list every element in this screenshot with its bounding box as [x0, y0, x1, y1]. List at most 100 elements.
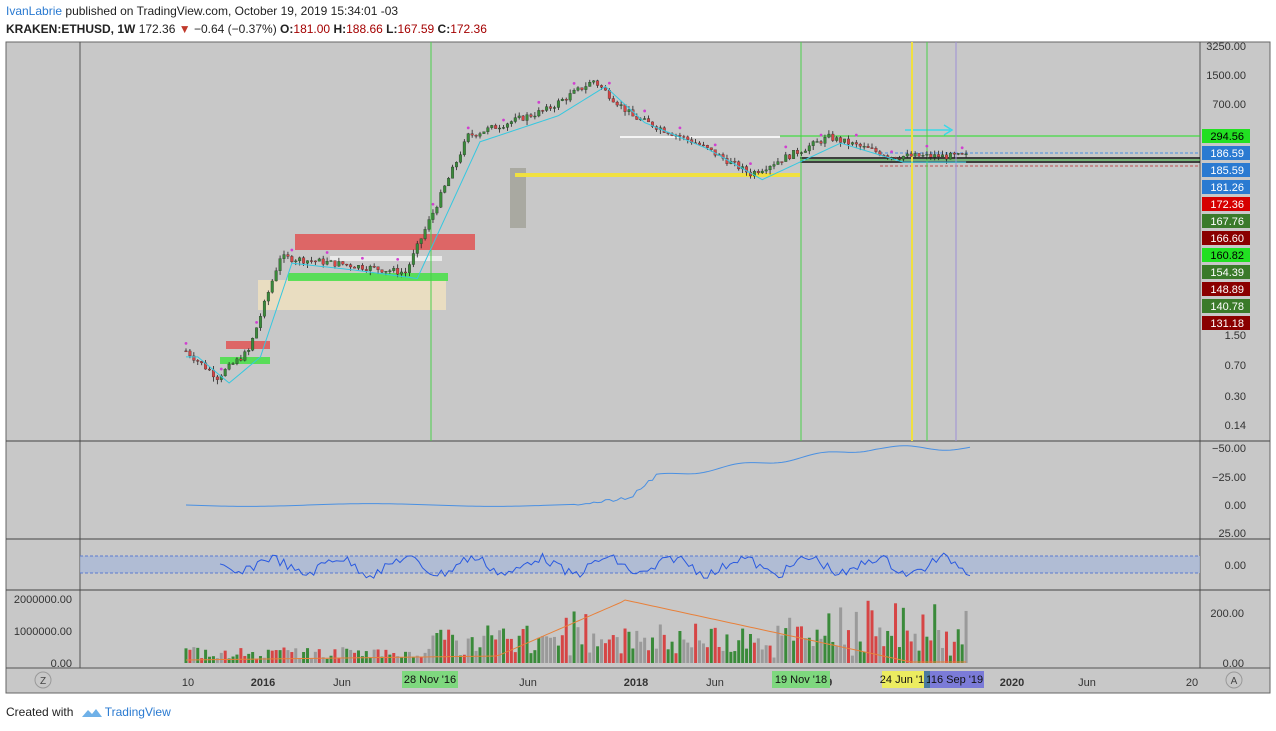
candle-body [325, 261, 329, 265]
volume-bar [494, 639, 498, 663]
volume-bar [502, 628, 506, 663]
candle-body [333, 260, 337, 267]
volume-bar [827, 613, 831, 663]
date-badge-label: 19 Nov '18 [775, 674, 827, 686]
candle-body [388, 270, 392, 272]
price-badge-label: 148.89 [1210, 284, 1244, 296]
candle-body [709, 147, 713, 150]
volume-right-tick-label: 200.00 [1210, 608, 1244, 620]
candle-body [827, 133, 831, 138]
tradingview-link[interactable]: TradingView [104, 705, 171, 719]
zoom-button[interactable]: Z [34, 671, 52, 689]
volume-bar [384, 649, 388, 663]
volume-bar [227, 658, 231, 663]
volume-bar [843, 644, 847, 663]
candle-body [243, 351, 247, 361]
candle-body [572, 90, 576, 94]
volume-bar [337, 657, 341, 663]
price-badge-label: 172.36 [1210, 199, 1244, 211]
volume-bar [415, 655, 419, 663]
volume-bar [549, 637, 553, 663]
volume-ma-line [185, 599, 967, 663]
volume-bar [709, 628, 713, 663]
candle-body [533, 115, 537, 118]
volume-bar [764, 645, 768, 663]
volume-bar [580, 644, 584, 663]
volume-bar [255, 658, 259, 663]
volume-bar [349, 649, 353, 663]
volume-bar [929, 640, 933, 663]
candle-body [509, 121, 513, 124]
volume-bar [313, 651, 317, 663]
volume-bar [835, 645, 839, 663]
candle-body [933, 154, 937, 158]
volume-bar [647, 650, 651, 663]
volume-bar [733, 651, 737, 663]
candle-body [294, 260, 298, 263]
time-tick-label: 20 [1186, 677, 1198, 689]
rsi-axis: 0.00 [1225, 560, 1246, 572]
volume-bar [803, 637, 807, 663]
candle-body [470, 133, 474, 136]
price-tick-label: 1.50 [1225, 330, 1246, 342]
volume-bar [447, 629, 451, 663]
date-badge: 24 Jun '19 [880, 671, 930, 688]
candle-body [894, 157, 897, 159]
volume-bar [670, 641, 674, 663]
marker-dot [749, 162, 752, 165]
time-tick-label: Jun [1078, 677, 1096, 689]
volume-bar [772, 657, 776, 663]
candle-body [368, 266, 372, 271]
candle-body [682, 136, 686, 138]
low-label: L: [386, 22, 398, 36]
marker-dot [678, 126, 682, 130]
price-tick-label: 3250.00 [1206, 41, 1246, 53]
price-badge-label: 185.59 [1210, 165, 1244, 177]
volume-bar [937, 630, 941, 663]
volume-bar [537, 637, 541, 663]
volume-bar [623, 628, 627, 663]
volume-bar [776, 625, 780, 663]
candle-body [306, 260, 309, 264]
open-label: O: [280, 22, 294, 36]
candle-body [796, 150, 799, 154]
price-axis: 3250.00 1500.00 700.00 1.50 0.70 0.30 0.14 [1206, 41, 1246, 432]
moving-average-line [186, 85, 967, 384]
candle-body [407, 264, 411, 273]
volume-bar [400, 656, 404, 663]
volume-bar [752, 642, 756, 663]
price-badge: 160.82 [1202, 248, 1250, 262]
candle-body [764, 169, 768, 172]
candle-body [313, 260, 317, 263]
candle-body [188, 350, 192, 357]
marker-dot [255, 320, 258, 324]
candle-body [835, 137, 839, 141]
volume-bar [878, 627, 882, 663]
volume-bar [698, 640, 702, 663]
volume-bar [952, 641, 956, 663]
candle-body [862, 146, 866, 148]
marker-dot [537, 100, 541, 104]
candle-body [945, 154, 948, 160]
candle-body [921, 155, 925, 157]
auto-scale-button[interactable]: A [1225, 671, 1243, 689]
candle-body [780, 161, 784, 163]
volume-bar [960, 644, 964, 663]
candle-body [357, 265, 360, 269]
oscillator-tick-label: 25.00 [1218, 528, 1246, 540]
candle-body [321, 258, 325, 265]
author-link[interactable]: IvanLabrie [6, 4, 63, 18]
volume-bar [505, 638, 509, 663]
volume-bar [643, 637, 647, 663]
volume-bar [439, 629, 443, 663]
volume-bar [917, 650, 921, 663]
candle-body [600, 85, 603, 88]
price-badge: 140.78 [1202, 299, 1250, 313]
volume-bar [204, 649, 208, 663]
price-tick-label: 1500.00 [1206, 70, 1246, 82]
price-badge-label: 167.76 [1210, 216, 1244, 228]
candle-body [839, 137, 843, 143]
candle-body [372, 266, 376, 268]
candle-body [956, 153, 960, 155]
